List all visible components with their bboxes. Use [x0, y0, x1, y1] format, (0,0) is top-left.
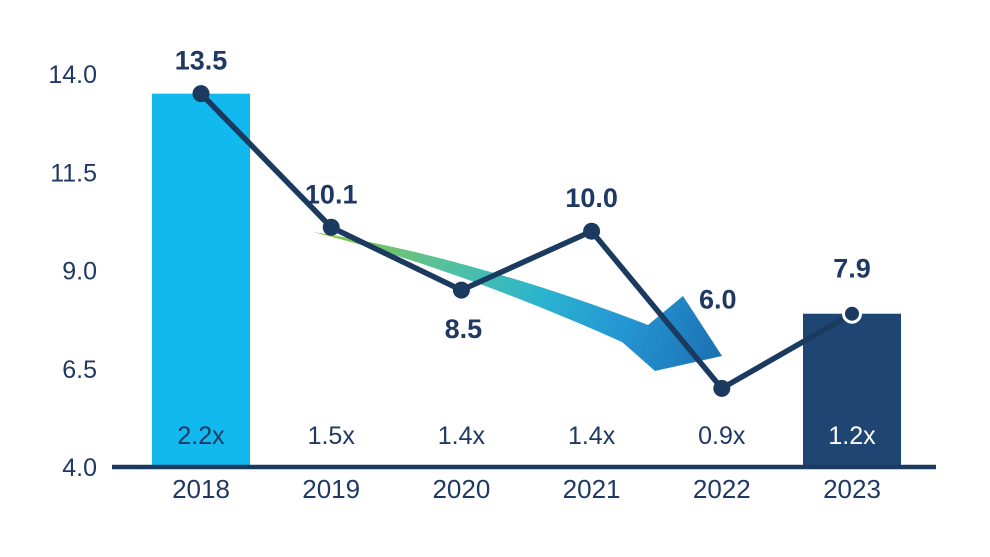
data-line — [198, 90, 855, 392]
bar-2018 — [152, 93, 250, 468]
multiplier-label: 1.4x — [568, 422, 616, 450]
data-point-marker — [583, 222, 601, 240]
y-tick-label: 14.0 — [48, 61, 97, 89]
multiplier-label: 1.4x — [438, 422, 486, 450]
data-point-label: 7.9 — [833, 254, 871, 284]
x-category-label: 2023 — [823, 474, 881, 504]
data-point-marker — [192, 85, 210, 103]
y-tick-label: 11.5 — [50, 159, 97, 187]
y-tick-label: 6.5 — [62, 356, 97, 384]
data-point-label: 8.5 — [445, 314, 483, 344]
data-point-label: 6.0 — [699, 284, 737, 314]
data-point-marker — [452, 281, 470, 299]
multiplier-label: 1.2x — [828, 422, 876, 450]
data-point-marker — [713, 379, 731, 397]
data-point-label: 10.1 — [305, 179, 358, 209]
multiplier-label: 1.5x — [308, 422, 356, 450]
x-category-label: 2018 — [172, 474, 230, 504]
data-point-label: 10.0 — [565, 183, 618, 213]
data-point-marker — [842, 303, 862, 324]
x-category-label: 2022 — [693, 474, 751, 504]
bar-2023 — [803, 313, 901, 467]
downward-trend-arrow — [313, 232, 722, 371]
data-point-marker — [322, 218, 340, 236]
y-tick-label: 9.0 — [62, 258, 97, 286]
data-point-label: 13.5 — [175, 46, 228, 76]
x-category-label: 2021 — [563, 474, 621, 504]
x-category-label: 2020 — [432, 474, 490, 504]
x-category-label: 2019 — [302, 474, 360, 504]
multiplier-label: 0.9x — [698, 422, 746, 450]
y-tick-label: 4.0 — [62, 454, 97, 482]
multiplier-label: 2.2x — [177, 422, 225, 450]
